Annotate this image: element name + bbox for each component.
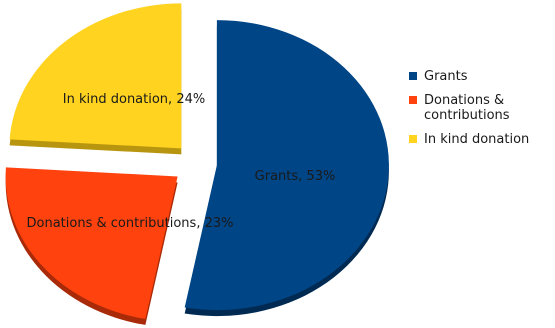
pie-slice-grants bbox=[184, 20, 389, 317]
legend-label: Grants bbox=[424, 69, 468, 84]
legend-swatch bbox=[409, 72, 417, 80]
legend-label: In kind donation bbox=[424, 132, 529, 147]
legend: Grants Donations &contributions In kind do… bbox=[409, 69, 529, 147]
legend-swatch bbox=[409, 96, 417, 104]
pie-slice-donations-and-contributions bbox=[5, 167, 178, 325]
pie-slice-top-donations-and-contributions bbox=[5, 167, 178, 319]
pie-slice-in-kind-donation bbox=[9, 3, 182, 155]
slice-label-in-kind-donation: In kind donation, 24% bbox=[63, 92, 205, 107]
pie-slices bbox=[5, 3, 389, 325]
legend-label: Donations & bbox=[424, 93, 504, 108]
pie-slice-top-in-kind-donation bbox=[9, 3, 182, 149]
slice-label-donations-and-contributions: Donations & contributions, 23% bbox=[27, 216, 234, 231]
legend-swatch bbox=[409, 135, 417, 143]
legend-label: contributions bbox=[424, 108, 510, 123]
legend-item: Donations &contributions bbox=[409, 93, 510, 123]
legend-item: Grants bbox=[409, 69, 468, 84]
slice-label-grants: Grants, 53% bbox=[255, 169, 336, 184]
pie-slice-top-grants bbox=[184, 20, 389, 311]
slice-labels: Grants, 53% Donations & contributions, 23… bbox=[27, 92, 336, 231]
legend-item: In kind donation bbox=[409, 132, 529, 147]
